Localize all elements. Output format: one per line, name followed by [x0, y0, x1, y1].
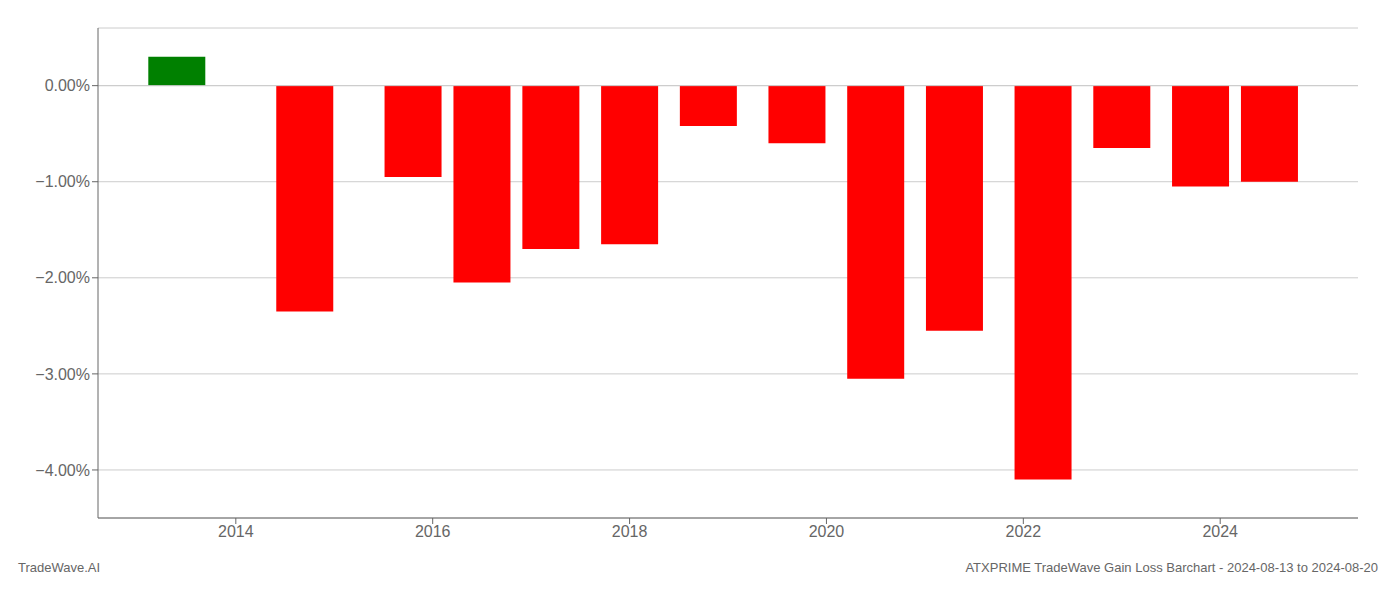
svg-text:−4.00%: −4.00% [35, 462, 90, 479]
svg-text:2014: 2014 [218, 523, 254, 540]
svg-text:2018: 2018 [612, 523, 648, 540]
svg-text:0.00%: 0.00% [45, 77, 90, 94]
svg-text:2024: 2024 [1202, 523, 1238, 540]
svg-text:−3.00%: −3.00% [35, 366, 90, 383]
html-text:ATXPRIME TradeWave Gain Loss B: ATXPRIME TradeWave Gain Loss Barchart - … [965, 560, 1378, 575]
svg-text:−2.00%: −2.00% [35, 269, 90, 286]
svg-text:−1.00%: −1.00% [35, 173, 90, 190]
svg-text:2022: 2022 [1006, 523, 1042, 540]
svg-text:2020: 2020 [809, 523, 845, 540]
svg-text:2016: 2016 [415, 523, 451, 540]
html-text:TradeWave.AI: TradeWave.AI [18, 560, 101, 575]
